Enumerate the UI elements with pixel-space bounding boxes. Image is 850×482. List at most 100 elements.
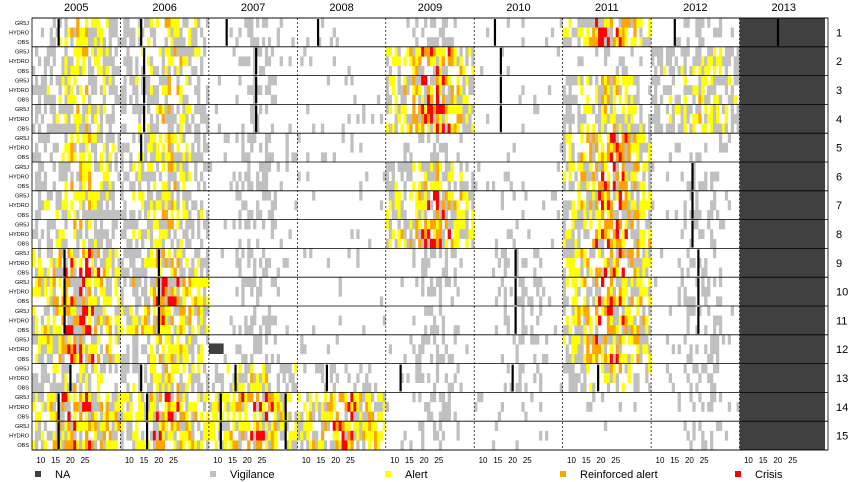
heatmap-cell: [146, 258, 151, 268]
heatmap-cell: [179, 411, 183, 422]
heatmap-cell: [736, 66, 740, 76]
heatmap-cell: [61, 373, 65, 383]
heatmap-cell: [418, 229, 422, 239]
heatmap-cell: [264, 258, 269, 268]
heatmap-cell: [315, 392, 319, 403]
heatmap-cell: [465, 104, 469, 115]
row-number: 6: [836, 171, 842, 183]
black-marker: [69, 364, 72, 392]
heatmap-cell: [40, 27, 45, 38]
heatmap-cell: [200, 152, 204, 163]
heatmap-cell: [144, 258, 148, 268]
heatmap-cell: [167, 85, 171, 95]
heatmap-cell: [424, 94, 428, 105]
heatmap-cell: [636, 306, 640, 316]
heatmap-cell: [34, 315, 39, 326]
heatmap-cell: [329, 411, 334, 422]
heatmap-cell: [235, 181, 239, 191]
heatmap-cell: [67, 277, 71, 287]
heatmap-cell: [309, 248, 313, 259]
heatmap-cell: [568, 181, 572, 191]
heatmap-cell: [241, 392, 245, 403]
heatmap-cells: [32, 18, 826, 451]
heatmap-cell: [114, 210, 118, 220]
heatmap-cell: [598, 190, 602, 201]
heatmap-cell: [606, 286, 611, 297]
heatmap-cell: [200, 200, 204, 211]
heatmap-cell: [356, 248, 360, 259]
heatmap-cell: [447, 46, 451, 57]
heatmap-cell: [600, 181, 605, 191]
heatmap-cell: [627, 114, 631, 124]
heatmap-cell: [438, 238, 443, 249]
heatmap-cell: [205, 18, 210, 28]
heatmap-cell: [415, 85, 419, 95]
heatmap-cell: [126, 306, 130, 316]
heatmap-cell: [79, 152, 83, 163]
heatmap-cell: [52, 344, 56, 355]
black-marker: [140, 19, 143, 46]
heatmap-cell: [82, 114, 86, 124]
heatmap-cell: [365, 430, 369, 441]
heatmap-cell: [167, 354, 171, 364]
heatmap-cell: [471, 210, 475, 220]
heatmap-cell: [288, 229, 292, 239]
heatmap-cell: [176, 392, 180, 403]
heatmap-cell: [167, 286, 171, 297]
heatmap-cell: [447, 171, 451, 182]
heatmap-cell: [665, 104, 670, 115]
row-number: 4: [836, 114, 842, 126]
heatmap-cell: [618, 200, 622, 211]
heatmap-cell: [430, 94, 434, 105]
heatmap-cell: [627, 18, 631, 28]
heatmap-cell: [715, 363, 720, 374]
heatmap-cell: [135, 334, 139, 345]
heatmap-cell: [718, 392, 723, 403]
heatmap-cell: [627, 258, 631, 268]
heatmap-cell: [96, 334, 101, 345]
heatmap-cell: [332, 402, 336, 412]
heatmap-cell: [385, 171, 390, 182]
heatmap-cell: [353, 411, 357, 422]
heatmap-cell: [67, 66, 71, 76]
heatmap-cell: [146, 56, 151, 67]
heatmap-cell: [721, 142, 726, 153]
x-tick-label: 10: [390, 456, 399, 465]
heatmap-cell: [506, 315, 510, 326]
heatmap-cell: [365, 392, 369, 403]
heatmap-cell: [606, 171, 611, 182]
heatmap-cell: [141, 162, 145, 172]
heatmap-cell: [273, 75, 277, 86]
heatmap-cell: [580, 325, 584, 335]
heatmap-cell: [58, 94, 62, 105]
heatmap-cell: [211, 430, 216, 441]
heatmap-cell: [67, 334, 71, 345]
heatmap-cell: [403, 190, 407, 201]
heatmap-cell: [574, 306, 578, 316]
heatmap-cell: [589, 248, 593, 259]
heatmap-cell: [415, 277, 419, 287]
heatmap-cell: [418, 85, 422, 95]
heatmap-cell: [46, 238, 50, 249]
heatmap-cell: [486, 181, 490, 191]
heatmap-cell: [415, 363, 419, 374]
heatmap-cell: [179, 344, 183, 355]
heatmap-cell: [49, 334, 53, 345]
heatmap-cell: [471, 104, 475, 115]
heatmap-cell: [144, 267, 148, 278]
heatmap-cell: [580, 267, 584, 278]
heatmap-cell: [176, 37, 180, 47]
heatmap-cell: [93, 430, 98, 441]
heatmap-cell: [161, 66, 165, 76]
heatmap-cell: [686, 296, 690, 307]
heatmap-cell: [259, 181, 263, 191]
heatmap-cell: [200, 306, 204, 316]
x-tick-label: 15: [582, 456, 591, 465]
heatmap-cell: [247, 238, 251, 249]
heatmap-cell: [247, 219, 251, 230]
heatmap-cell: [586, 229, 590, 239]
heatmap-cell: [338, 440, 342, 451]
heatmap-cell: [592, 344, 596, 355]
heatmap-cell: [642, 286, 646, 297]
heatmap-cell: [600, 18, 605, 28]
